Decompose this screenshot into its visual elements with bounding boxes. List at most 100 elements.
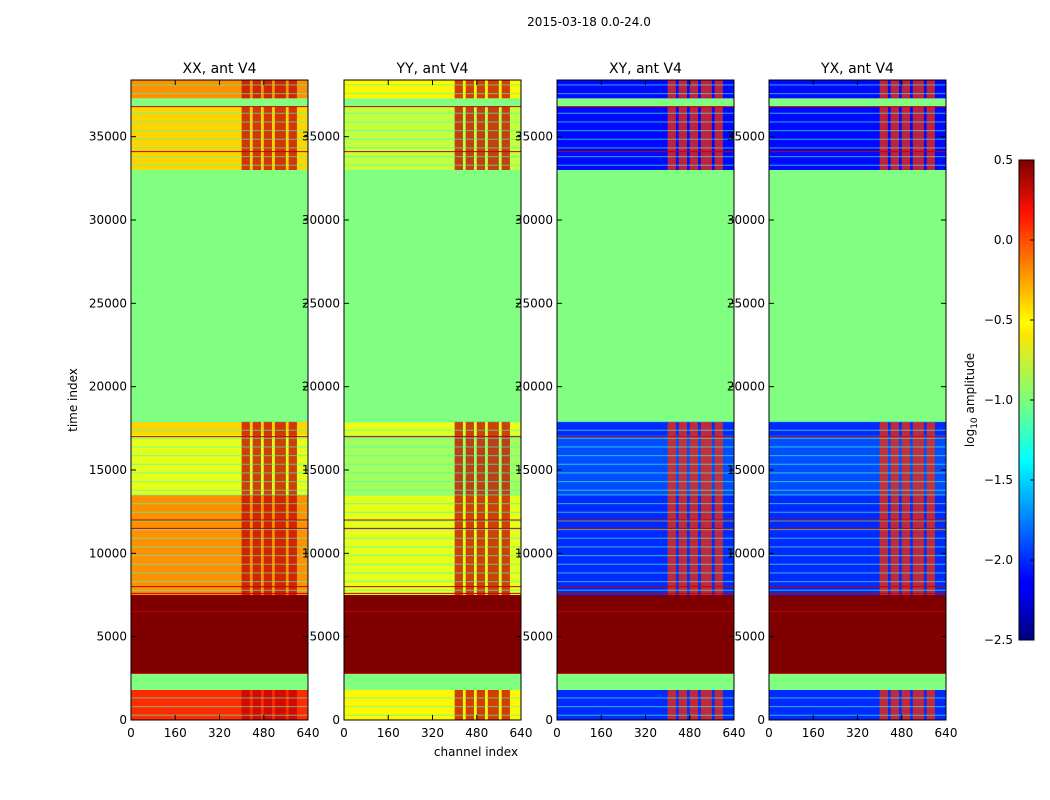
rfi-channel-band: [890, 80, 899, 99]
time-stripe: [344, 112, 521, 114]
colorbar-tick-label: 0.0: [994, 233, 1013, 247]
y-tick-label: 5000: [96, 630, 127, 644]
rfi-channel-band: [879, 421, 888, 435]
rfi-channel-band: [700, 80, 712, 99]
time-stripe: [344, 455, 521, 457]
y-tick-label: 5000: [309, 630, 340, 644]
time-stripe: [557, 546, 734, 548]
rfi-channel-band: [487, 690, 499, 720]
rfi-channel-band: [241, 106, 250, 170]
time-stripe: [769, 511, 946, 513]
y-tick-label: 0: [545, 713, 553, 727]
x-tick-label: 0: [127, 726, 135, 740]
time-stripe: [344, 589, 521, 591]
time-stripe: [131, 112, 308, 114]
x-tick-label: 480: [890, 726, 913, 740]
time-stripe: [769, 138, 946, 140]
colorbar-ticks: 0.5 0.0 −0.5 −1.0 −1.5 −2.0 −2.5: [984, 153, 1034, 647]
time-stripe: [769, 555, 946, 557]
y-tick-label: 35000: [727, 130, 765, 144]
time-stripe: [769, 494, 946, 496]
time-stripe: [769, 437, 946, 439]
time-stripe: [769, 481, 946, 483]
rfi-channel-band: [901, 435, 911, 495]
rfi-channel-band: [689, 435, 699, 495]
time-stripe: [344, 494, 521, 496]
y-tick-label: 25000: [515, 296, 553, 310]
time-stripe: [557, 529, 734, 531]
y-tick-label: 35000: [89, 130, 127, 144]
colorbar-tick-label: −0.5: [984, 313, 1013, 327]
time-stripe: [131, 463, 308, 465]
time-stripe: [344, 463, 521, 465]
y-tick-label: 15000: [727, 463, 765, 477]
time-stripe: [769, 463, 946, 465]
rfi-channel-band: [890, 106, 899, 170]
time-stripe: [769, 446, 946, 448]
time-stripe: [131, 520, 308, 522]
rfi-channel-band: [689, 421, 699, 435]
time-stripe: [131, 138, 308, 140]
y-axis-label: time index: [66, 368, 80, 432]
time-stripe: [769, 421, 946, 423]
time-stripe: [131, 537, 308, 539]
y-tick-label: 0: [757, 713, 765, 727]
heatmap-region: [769, 595, 946, 674]
x-tick-label: 320: [421, 726, 444, 740]
time-stripe: [344, 138, 521, 140]
rfi-channel-band: [252, 421, 261, 435]
colorbar-label-subscript: 10: [970, 417, 980, 429]
time-stripe: [344, 529, 521, 531]
time-stripe: [557, 503, 734, 505]
x-tick-label: 160: [590, 726, 613, 740]
rfi-channel-band: [700, 421, 712, 435]
rfi-channel-band: [454, 435, 463, 495]
rfi-channel-band: [667, 80, 676, 99]
rfi-channel-band: [678, 106, 687, 170]
heatmap-region: [557, 98, 734, 107]
rfi-channel-band: [241, 495, 250, 595]
heatmap-region: [769, 98, 946, 107]
time-stripe: [769, 455, 946, 457]
rfi-channel-band: [689, 690, 699, 720]
x-tick-label: 320: [208, 726, 231, 740]
time-stripe: [769, 112, 946, 114]
time-stripe: [769, 503, 946, 505]
rfi-channel-band: [689, 106, 699, 170]
heatmap-region: [557, 170, 734, 422]
y-tick-label: 20000: [302, 380, 340, 394]
rfi-channel-band: [912, 106, 924, 170]
y-tick-label: 10000: [727, 546, 765, 560]
y-tick-label: 30000: [302, 213, 340, 227]
y-tick-label: 10000: [302, 546, 340, 560]
rfi-channel-band: [465, 80, 474, 99]
time-stripe: [131, 572, 308, 574]
time-stripe: [769, 489, 946, 491]
time-stripe: [769, 147, 946, 149]
rfi-channel-band: [241, 690, 250, 720]
time-stripe: [344, 511, 521, 513]
rfi-channel-band: [890, 435, 899, 495]
rfi-channel-band: [252, 690, 261, 720]
time-stripe: [131, 546, 308, 548]
rfi-channel-band: [288, 421, 297, 435]
time-stripe: [131, 511, 308, 513]
time-stripe: [131, 706, 308, 708]
rfi-channel-band: [901, 690, 911, 720]
time-stripe: [769, 472, 946, 474]
time-stripe: [131, 472, 308, 474]
panel-title: XX, ant V4: [183, 61, 257, 77]
rfi-channel-band: [263, 80, 273, 99]
rfi-channel-band: [274, 435, 286, 495]
rfi-channel-band: [714, 80, 723, 99]
rfi-channel-band: [700, 435, 712, 495]
time-stripe: [557, 121, 734, 123]
time-stripe: [769, 563, 946, 565]
rfi-channel-band: [487, 495, 499, 595]
rfi-channel-band: [465, 421, 474, 435]
rfi-channel-band: [700, 495, 712, 595]
time-stripe: [131, 697, 308, 699]
x-tick-label: 0: [340, 726, 348, 740]
time-stripe: [131, 489, 308, 491]
rfi-channel-band: [912, 435, 924, 495]
